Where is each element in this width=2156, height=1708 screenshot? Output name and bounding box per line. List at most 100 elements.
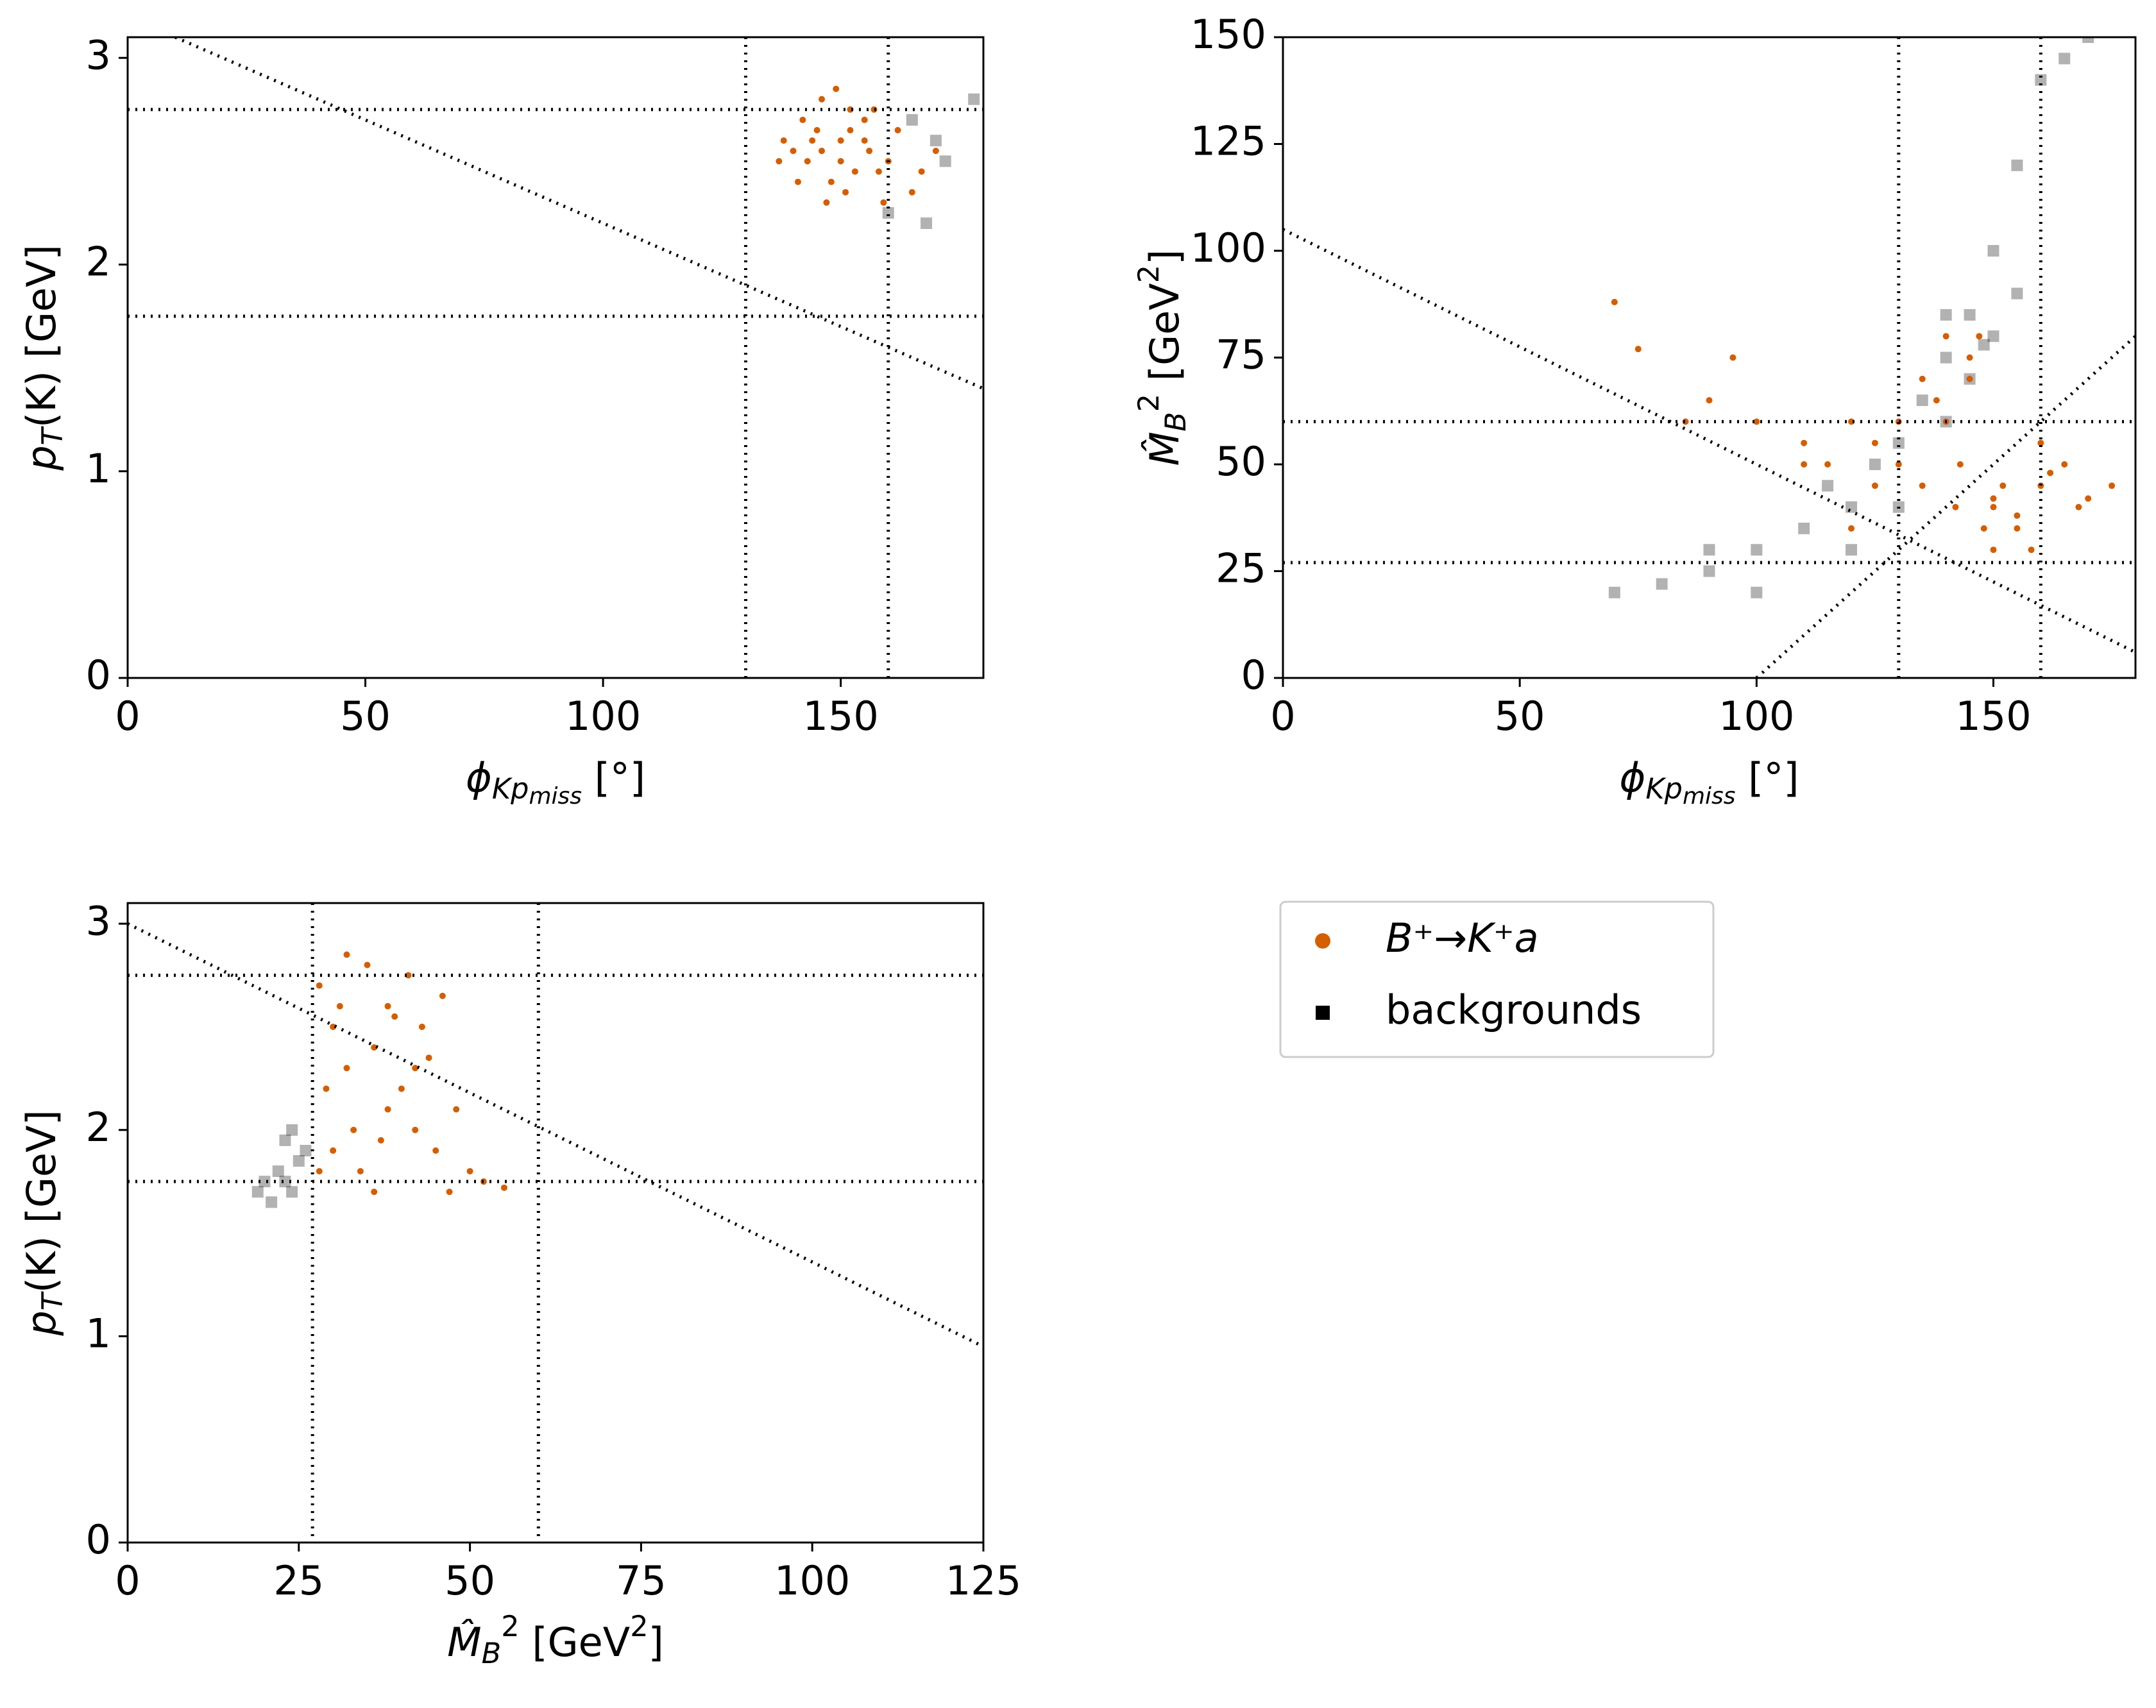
axis-label-part: p bbox=[18, 445, 65, 471]
legend-box bbox=[1279, 901, 1715, 1058]
background-point bbox=[1751, 586, 1763, 598]
axis-label-part: M̂ bbox=[447, 1619, 482, 1666]
signal-point bbox=[323, 1085, 330, 1092]
axis-label: pT(K) [GeV] bbox=[18, 244, 69, 471]
signal-point bbox=[1871, 439, 1878, 446]
background-point bbox=[1964, 309, 1976, 321]
signal-point bbox=[500, 1184, 507, 1191]
signal-point bbox=[1919, 482, 1926, 489]
background-point bbox=[1608, 586, 1620, 598]
x-tick-label: 50 bbox=[1495, 693, 1545, 740]
axis-label-part: M̂ bbox=[1141, 432, 1188, 466]
background-point bbox=[1916, 394, 1928, 407]
signal-point bbox=[412, 1126, 419, 1133]
signal-point bbox=[2109, 482, 2116, 489]
signal-point bbox=[2037, 439, 2044, 446]
signal-point bbox=[316, 1168, 323, 1175]
axis-label-part: Kp bbox=[492, 772, 529, 806]
x-tick-label: 50 bbox=[445, 1557, 495, 1604]
signal-point bbox=[875, 168, 882, 175]
background-point bbox=[259, 1176, 271, 1188]
background-point bbox=[1892, 437, 1905, 449]
axis-label: M̂B2 [GeV2] bbox=[1132, 249, 1193, 466]
background-point bbox=[300, 1144, 312, 1156]
signal-point bbox=[1801, 439, 1808, 446]
signal-point bbox=[932, 148, 939, 155]
y-tick-label: 0 bbox=[86, 652, 111, 698]
background-point bbox=[1703, 565, 1715, 577]
signal-point bbox=[1990, 495, 1997, 502]
background-point bbox=[939, 155, 951, 167]
background-point bbox=[1846, 501, 1857, 513]
background-point bbox=[1822, 480, 1834, 492]
x-tick-label: 100 bbox=[774, 1557, 850, 1604]
background-point bbox=[1703, 544, 1715, 556]
signal-point bbox=[2061, 461, 2068, 468]
background-point bbox=[906, 114, 918, 126]
background-point bbox=[286, 1124, 298, 1136]
signal-point bbox=[780, 137, 787, 144]
signal-point bbox=[833, 85, 840, 92]
background-point bbox=[1656, 578, 1668, 590]
y-tick-label: 50 bbox=[1216, 438, 1266, 485]
background-point bbox=[2082, 37, 2094, 43]
background-point bbox=[279, 1134, 291, 1146]
signal-point bbox=[2014, 512, 2021, 519]
axis-label: M̂B2 [GeV2] bbox=[447, 1610, 664, 1670]
y-tick-label: 150 bbox=[1191, 11, 1266, 58]
x-tick-label: 75 bbox=[616, 1557, 666, 1604]
y-tick-label: 0 bbox=[1241, 652, 1266, 698]
background-point bbox=[882, 207, 894, 219]
signal-point bbox=[425, 1054, 432, 1061]
background-point bbox=[293, 1155, 305, 1167]
signal-point bbox=[330, 1023, 337, 1030]
signal-point bbox=[446, 1188, 453, 1196]
signal-point bbox=[828, 178, 835, 185]
axis-label-part: miss bbox=[529, 783, 581, 809]
signal-point bbox=[804, 158, 811, 165]
axis-label-part: (K) [GeV] bbox=[18, 244, 65, 428]
signal-point bbox=[377, 1137, 384, 1144]
y-tick-label: 2 bbox=[86, 239, 111, 285]
plot-area bbox=[128, 37, 983, 678]
background-point bbox=[1846, 544, 1857, 556]
signal-point bbox=[1952, 503, 1959, 511]
signal-point bbox=[1980, 525, 1987, 532]
legend-label: backgrounds bbox=[1386, 986, 1642, 1033]
background-point bbox=[1869, 459, 1881, 470]
axis-label-part: Kp bbox=[1645, 772, 1683, 806]
signal-point bbox=[1933, 397, 1940, 404]
x-tick-label: 50 bbox=[340, 693, 391, 740]
signal-point bbox=[1753, 418, 1760, 425]
signal-point bbox=[330, 1147, 337, 1154]
axis-label-part: miss bbox=[1683, 783, 1735, 809]
background-point bbox=[1751, 544, 1763, 556]
background-point bbox=[1798, 522, 1810, 534]
axis-label-part: ] bbox=[649, 1619, 664, 1666]
signal-point bbox=[842, 189, 849, 196]
signal-point bbox=[866, 148, 873, 155]
signal-point bbox=[1999, 482, 2007, 489]
signal-point bbox=[894, 127, 901, 134]
signal-point bbox=[1729, 354, 1736, 361]
signal-point bbox=[809, 137, 816, 144]
axis-label-part: [°] bbox=[582, 754, 645, 801]
background-point bbox=[2035, 74, 2047, 86]
background-point bbox=[286, 1186, 298, 1198]
signal-point bbox=[1976, 333, 1983, 340]
x-tick-label: 125 bbox=[946, 1557, 1021, 1604]
axis-label-part: B bbox=[1159, 412, 1193, 432]
axis-label: pT(K) [GeV] bbox=[18, 1110, 69, 1336]
signal-point bbox=[1848, 525, 1855, 532]
axis-label-part: ϕ bbox=[1619, 754, 1645, 801]
signal-point bbox=[439, 992, 446, 999]
background-point bbox=[1940, 309, 1952, 321]
signal-point bbox=[1919, 375, 1926, 382]
axis-label-part: p bbox=[18, 1310, 65, 1336]
signal-point bbox=[1611, 298, 1618, 305]
signal-point bbox=[847, 127, 854, 134]
background-point bbox=[272, 1165, 284, 1178]
x-tick-label: 0 bbox=[1270, 693, 1295, 740]
axis-label-part: B bbox=[482, 1637, 502, 1670]
signal-point bbox=[1895, 461, 1902, 468]
